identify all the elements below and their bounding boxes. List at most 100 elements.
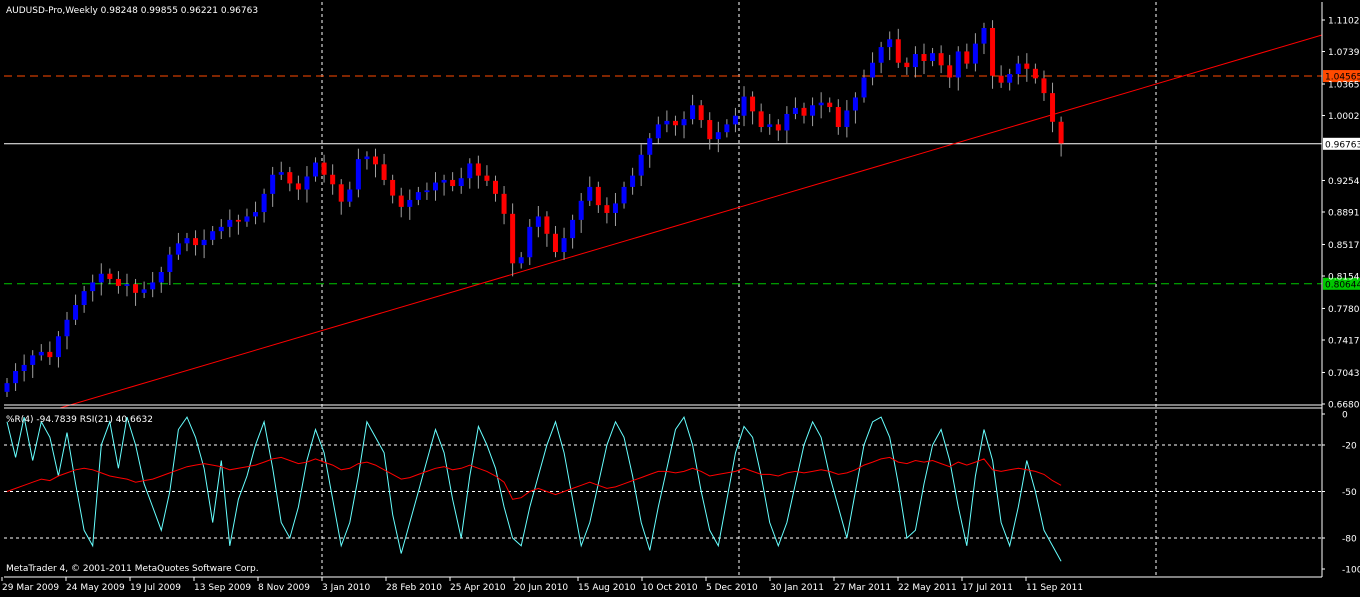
bear-candle: [801, 107, 807, 116]
bear-candle: [193, 238, 199, 246]
indicator-axis-labels: 0 -20 -50 -80 -100: [1322, 411, 1360, 576]
price-level-tag: [1323, 137, 1360, 150]
bull-candle: [467, 163, 473, 179]
bull-candle: [21, 364, 27, 372]
price-level-tag: [1323, 70, 1360, 83]
horizontal-levels[interactable]: 1.04565 0.96763 0.80644: [4, 70, 1360, 290]
bull-candle: [184, 238, 190, 244]
bear-candle: [707, 120, 713, 140]
bull-candle: [415, 192, 421, 200]
price-level-tag: [1323, 277, 1360, 290]
bull-candle: [792, 107, 798, 114]
bull-candle: [64, 319, 70, 337]
bear-candle: [390, 179, 396, 196]
bear-candle: [595, 186, 601, 206]
time-tick-label: 19 Jul 2009: [130, 583, 181, 593]
bull-candle: [244, 216, 250, 222]
bull-candle: [433, 182, 438, 191]
bull-candle: [355, 159, 361, 190]
time-tick-label: 8 Nov 2009: [258, 583, 310, 593]
bull-candle: [724, 124, 730, 133]
bear-candle: [492, 180, 498, 194]
time-tick-label: 25 Apr 2010: [450, 583, 506, 593]
bear-candle: [1041, 78, 1047, 94]
bull-candle: [150, 282, 156, 290]
bull-candle: [870, 62, 876, 78]
bull-candle: [30, 355, 36, 365]
bull-candle: [732, 115, 738, 125]
bull-candle: [561, 238, 567, 253]
indicator-header: %R(4) -94.7839 RSI(21) 40.6632: [6, 415, 153, 425]
bull-candle: [90, 282, 96, 292]
time-tick-label: 3 Jan 2010: [322, 583, 370, 593]
bull-candle: [767, 124, 773, 127]
bull-candle: [535, 216, 541, 227]
bull-candle: [141, 289, 147, 293]
indicator-tick-label: -50: [1342, 488, 1357, 498]
bull-candle: [13, 371, 19, 384]
bull-candle: [878, 47, 884, 63]
time-tick-label: 30 Jan 2011: [770, 583, 824, 593]
bull-candle: [612, 203, 618, 213]
bear-candle: [373, 156, 379, 165]
time-tick-label: 11 Sep 2011: [1026, 583, 1083, 593]
trend-line-layer[interactable]: [59, 34, 1323, 409]
bull-candle: [304, 176, 310, 190]
bull-candle: [621, 186, 627, 204]
bull-candle: [518, 257, 524, 264]
bull-candle: [681, 119, 687, 126]
bear-candle: [1032, 68, 1038, 79]
bear-candle: [698, 105, 704, 121]
bull-candle: [261, 193, 267, 213]
bull-candle: [55, 336, 61, 358]
bull-candle: [578, 200, 584, 220]
bull-candle: [955, 51, 961, 78]
bull-candle: [313, 162, 319, 177]
bear-candle: [1058, 121, 1064, 144]
bull-candle: [98, 273, 104, 283]
bear-candle: [475, 163, 481, 176]
time-tick-label: 17 Jul 2011: [962, 583, 1013, 593]
indicator-tick-label: -100: [1342, 566, 1360, 576]
indicator-tick-label: -80: [1342, 535, 1357, 545]
bear-candle: [321, 162, 327, 175]
bull-candle: [715, 132, 721, 140]
bear-candle: [964, 51, 970, 64]
indicator-tick-label: 0: [1342, 411, 1348, 421]
bear-candle: [998, 75, 1004, 83]
bear-candle: [133, 284, 139, 293]
price-tick-label: 1.03650: [1328, 81, 1360, 91]
bull-candle: [844, 110, 850, 127]
bull-candle: [441, 179, 447, 183]
bear-candle: [484, 175, 490, 181]
bull-candle: [458, 178, 464, 187]
bull-candle: [972, 43, 978, 64]
bear-candle: [904, 62, 910, 68]
price-level-label: 0.96763: [1325, 140, 1360, 150]
bull-candle: [638, 154, 644, 176]
bear-candle: [501, 193, 507, 214]
bear-candle: [552, 233, 558, 253]
bear-candle: [381, 164, 387, 180]
bull-candle: [124, 284, 130, 286]
bull-candle: [175, 243, 181, 255]
bull-candle: [784, 113, 790, 131]
trend-line[interactable]: [59, 34, 1323, 409]
bear-candle: [1024, 63, 1030, 69]
bull-candle: [810, 105, 816, 116]
bear-candle: [672, 120, 678, 126]
bull-candle: [38, 351, 44, 356]
bear-candle: [750, 96, 756, 112]
bull-candle: [158, 272, 164, 283]
bull-candle: [407, 199, 413, 207]
